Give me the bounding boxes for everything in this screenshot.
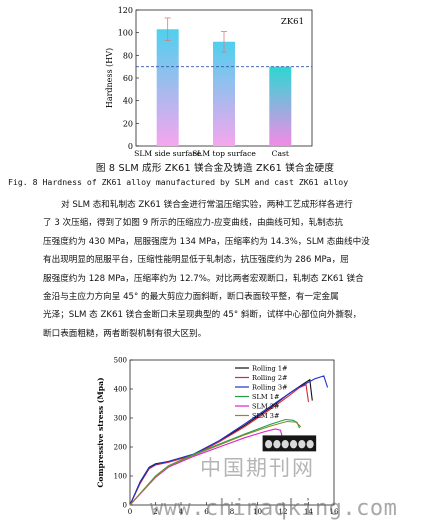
y-tick-label: 100 <box>118 29 133 38</box>
y-tick-label: 200 <box>114 444 127 452</box>
hardness-chart-svg: 0 20 40 60 80 100 120 Hardness (HV) ZK61 SLM side… <box>105 6 313 158</box>
stress-strain-chart-svg: 0 100 200 300 400 500 0 2 4 6 8 10 12 14 16 Compressive… <box>96 357 339 517</box>
y-tick-label: 400 <box>114 386 127 394</box>
specimen-photo <box>262 435 317 452</box>
paragraph-line: 压强度约为 430 MPa，屈服强度为 134 MPa，压缩率约为 14.3%，… <box>43 236 370 247</box>
x-tick-label: 0 <box>128 508 132 516</box>
legend-entry: SLM 3# <box>252 412 280 420</box>
y-tick-label: 0 <box>123 502 127 510</box>
y-tick-label: 60 <box>123 74 133 83</box>
x-category-label: SLM top surface <box>192 149 256 158</box>
specimen <box>298 439 306 449</box>
x-tick-label: 2 <box>153 508 157 516</box>
specimen <box>289 439 298 449</box>
x-tick-label: 10 <box>253 508 262 516</box>
y-tick-label: 120 <box>118 6 133 15</box>
legend-label: ZK61 <box>281 17 304 27</box>
legend-entry: SLM 2# <box>252 403 280 411</box>
y-tick-label: 80 <box>123 51 133 60</box>
x-tick-label: 8 <box>230 508 234 516</box>
x-tick-label: 14 <box>304 508 313 516</box>
legend-entry: Rolling 1# <box>252 365 288 373</box>
watermark-cn: 中国期刊网 <box>200 456 315 480</box>
y-tick-label: 40 <box>123 97 133 106</box>
x-category-label: Cast <box>272 149 289 158</box>
y-tick-label: 20 <box>123 119 133 128</box>
hardness-chart: 0 20 40 60 80 100 120 Hardness (HV) ZK61 SLM side… <box>100 0 330 158</box>
series-line <box>129 375 329 506</box>
specimen <box>281 439 289 449</box>
specimen <box>306 439 314 449</box>
legend-entry: Rolling 2# <box>252 374 288 382</box>
y-axis-label: Compressive stress (Mpa) <box>96 377 105 487</box>
y-tick-label: 100 <box>114 473 127 481</box>
bar <box>213 41 235 146</box>
paragraph-line: 金沿与主应力方向呈 45° 的最大剪应力面斜断，断口表面较平整，有一定金属 <box>43 292 339 303</box>
paragraph-line: 服强度约为 128 MPa，压缩率约为 12.7%。对比两者宏观断口，轧制态 Z… <box>43 273 364 284</box>
figure8-caption-en: Fig. 8 Hardness of ZK61 alloy manufactur… <box>8 177 349 187</box>
y-axis-label: Hardness (HV) <box>105 48 114 108</box>
y-tick-label: 300 <box>114 415 127 423</box>
paragraph-line: 光泽；SLM 态 ZK61 镁合金断口未呈现典型的 45° 斜断，试样中心部位向… <box>43 310 362 321</box>
paragraph-line: 断口表面粗糙，两者断裂机制有很大区别。 <box>43 328 207 339</box>
bar <box>156 29 179 147</box>
x-tick-label: 6 <box>204 508 209 516</box>
y-tick-label: 500 <box>114 357 127 365</box>
specimen <box>273 439 281 449</box>
y-tick-label: 0 <box>128 142 133 151</box>
figure8-caption-cn: 图 8 SLM 成形 ZK61 镁合金及铸造 ZK61 镁合金硬度 <box>95 163 335 174</box>
body-paragraph: 对 SLM 态和轧制态 ZK61 镁合金进行常温压缩实验，两种工艺成形样各进行 … <box>43 196 403 343</box>
specimen <box>265 439 273 449</box>
paragraph-line: 有出现明显的屈服平台，压缩性能明显低于轧制态，抗压强度约为 286 MPa，屈 <box>43 255 349 266</box>
x-tick-label: 4 <box>179 508 184 516</box>
bar <box>269 66 292 146</box>
x-category-label: SLM side surface <box>134 149 202 158</box>
paragraph-line: 了 3 次压缩，得到了如图 9 所示的压缩应力-应变曲线，由曲线可知，轧制态抗 <box>43 218 343 229</box>
watermark-url: www.chinaqking.com <box>150 496 398 521</box>
legend-entry: Rolling 3# <box>252 384 288 392</box>
x-tick-label: 12 <box>279 508 288 516</box>
legend-entry: SLM 1# <box>252 393 280 401</box>
series-line <box>129 420 302 506</box>
paragraph-line: 对 SLM 态和轧制态 ZK61 镁合金进行常温压缩实验，两种工艺成形样各进行 <box>61 200 353 210</box>
stress-strain-chart: 0 100 200 300 400 500 0 2 4 6 8 10 12 14 16 Compressive… <box>92 350 422 525</box>
x-tick-label: 16 <box>330 508 339 516</box>
